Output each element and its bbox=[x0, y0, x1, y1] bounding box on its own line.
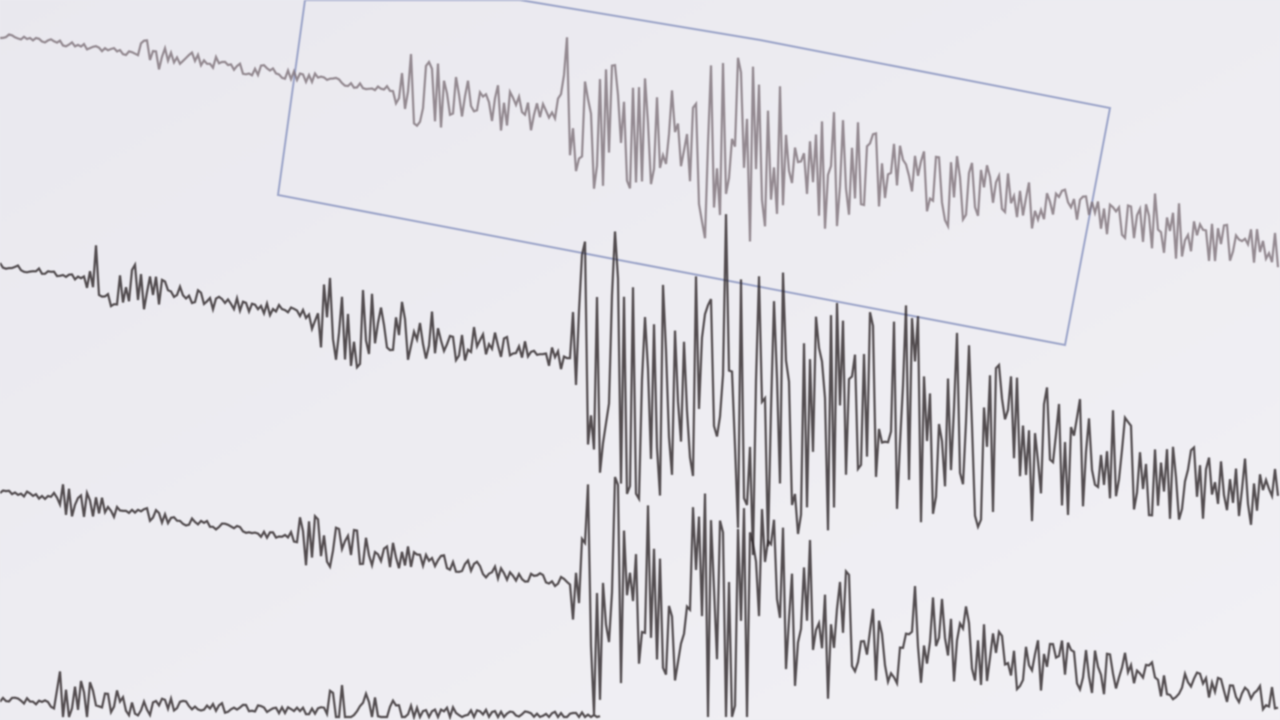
seismic-trace-2 bbox=[0, 214, 1280, 556]
seismic-trace-1 bbox=[0, 33, 1280, 268]
seismic-trace-4 bbox=[0, 671, 601, 720]
seismic-trace-3 bbox=[0, 476, 1279, 718]
selection-box bbox=[276, 0, 1112, 347]
seismic-traces bbox=[0, 33, 1280, 720]
